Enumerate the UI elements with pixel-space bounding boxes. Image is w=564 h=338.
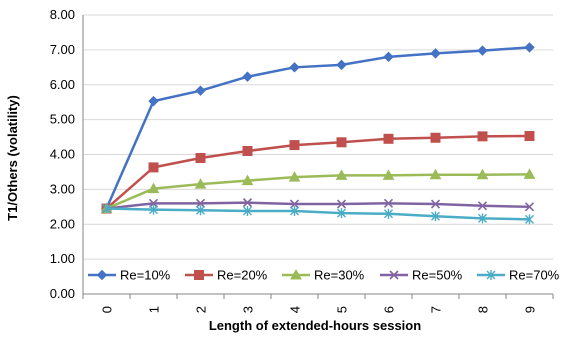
data-point bbox=[477, 45, 488, 56]
series-line bbox=[106, 201, 530, 210]
y-tick-label: 1.00 bbox=[50, 251, 75, 266]
legend-item: Re=20% bbox=[185, 268, 268, 283]
x-axis-title: Length of extended-hours session bbox=[209, 318, 421, 333]
legend-label: Re=30% bbox=[314, 268, 365, 283]
legend-label: Re=50% bbox=[412, 268, 463, 283]
data-point bbox=[102, 203, 111, 214]
x-tick-label: 6 bbox=[382, 306, 397, 313]
data-point bbox=[196, 205, 205, 216]
series-4 bbox=[101, 198, 535, 214]
data-point bbox=[524, 202, 535, 212]
y-tick-label: 4.00 bbox=[50, 147, 75, 162]
data-point bbox=[242, 71, 253, 82]
data-point bbox=[242, 198, 253, 208]
data-point bbox=[523, 168, 536, 179]
legend-marker bbox=[96, 269, 108, 281]
y-tick-label: 6.00 bbox=[50, 77, 75, 92]
data-point bbox=[430, 132, 441, 143]
legend-item: Re=70% bbox=[477, 268, 560, 283]
legend-item: Re=30% bbox=[282, 268, 365, 283]
x-tick-label: 5 bbox=[335, 306, 350, 313]
data-point bbox=[337, 208, 346, 219]
series-line bbox=[106, 173, 530, 210]
x-tick-labels: 0 1 2 3 4 5 6 7 8 9 bbox=[100, 306, 538, 313]
x-tick-label: 3 bbox=[241, 306, 256, 313]
data-point bbox=[335, 169, 348, 180]
data-point bbox=[289, 62, 300, 73]
data-point bbox=[242, 146, 253, 157]
legend-marker bbox=[194, 270, 204, 280]
data-point bbox=[290, 205, 299, 216]
y-tick-label: 2.00 bbox=[50, 216, 75, 231]
y-tick-label: 3.00 bbox=[50, 181, 75, 196]
legend-label: Re=70% bbox=[509, 268, 560, 283]
series-line bbox=[105, 134, 530, 210]
series-3 bbox=[100, 168, 536, 214]
data-point bbox=[289, 140, 300, 151]
data-point bbox=[336, 59, 347, 71]
data-point bbox=[149, 204, 158, 215]
legend-marker bbox=[290, 268, 302, 280]
data-point bbox=[336, 199, 347, 209]
legend-label: Re=20% bbox=[217, 268, 268, 283]
y-tick-label: 8.00 bbox=[50, 7, 75, 22]
data-point bbox=[478, 213, 487, 224]
data-point bbox=[524, 42, 535, 53]
data-point bbox=[383, 198, 394, 208]
y-tick-label: 7.00 bbox=[50, 42, 75, 57]
data-point bbox=[430, 199, 441, 209]
data-point bbox=[194, 178, 207, 189]
data-point bbox=[477, 201, 488, 211]
x-tick-label: 4 bbox=[288, 306, 303, 313]
series-5 bbox=[102, 203, 534, 225]
y-tick-label: 0.00 bbox=[50, 286, 75, 301]
data-point bbox=[431, 211, 440, 222]
data-point bbox=[288, 171, 301, 182]
y-tick-label: 5.00 bbox=[50, 112, 75, 127]
x-tick-label: 7 bbox=[429, 306, 444, 313]
data-point bbox=[148, 162, 159, 173]
data-point bbox=[243, 205, 252, 216]
x-tick-label: 2 bbox=[194, 306, 209, 313]
data-point bbox=[430, 48, 441, 59]
data-point bbox=[382, 169, 395, 180]
series-lines bbox=[100, 42, 536, 225]
x-tick-label: 9 bbox=[523, 306, 538, 313]
legend-item: Re=10% bbox=[88, 268, 171, 283]
legend-marker bbox=[389, 270, 399, 280]
series-line bbox=[106, 207, 530, 221]
data-point bbox=[524, 131, 535, 142]
axes bbox=[82, 15, 554, 299]
data-point bbox=[383, 51, 394, 63]
x-tick-label: 0 bbox=[100, 306, 115, 313]
legend-marker bbox=[486, 270, 496, 280]
y-tick-labels: 0.00 1.00 2.00 3.00 4.00 5.00 6.00 7.00 8.00 bbox=[50, 7, 75, 301]
data-point bbox=[195, 85, 206, 96]
data-point bbox=[195, 198, 206, 208]
series-2 bbox=[101, 131, 535, 214]
series-line bbox=[105, 46, 530, 210]
legend: Re=10% Re=20% Re=30% Re=50% Re=70% bbox=[88, 268, 560, 283]
data-point bbox=[336, 137, 347, 148]
data-point bbox=[241, 174, 254, 186]
data-point bbox=[384, 208, 393, 219]
data-point bbox=[148, 95, 159, 107]
data-point bbox=[195, 152, 206, 163]
gridlines bbox=[83, 14, 553, 260]
legend-label: Re=10% bbox=[120, 268, 171, 283]
x-tick-label: 1 bbox=[147, 306, 162, 313]
data-point bbox=[289, 199, 300, 209]
data-point bbox=[147, 182, 160, 194]
data-point bbox=[477, 131, 488, 142]
data-point bbox=[383, 133, 394, 144]
legend-item: Re=50% bbox=[380, 268, 463, 283]
x-tick-label: 8 bbox=[476, 306, 491, 313]
y-axis-title: T1/Others (volatility) bbox=[5, 95, 20, 221]
data-point bbox=[429, 168, 442, 180]
data-point bbox=[476, 168, 489, 180]
data-point bbox=[525, 214, 534, 225]
